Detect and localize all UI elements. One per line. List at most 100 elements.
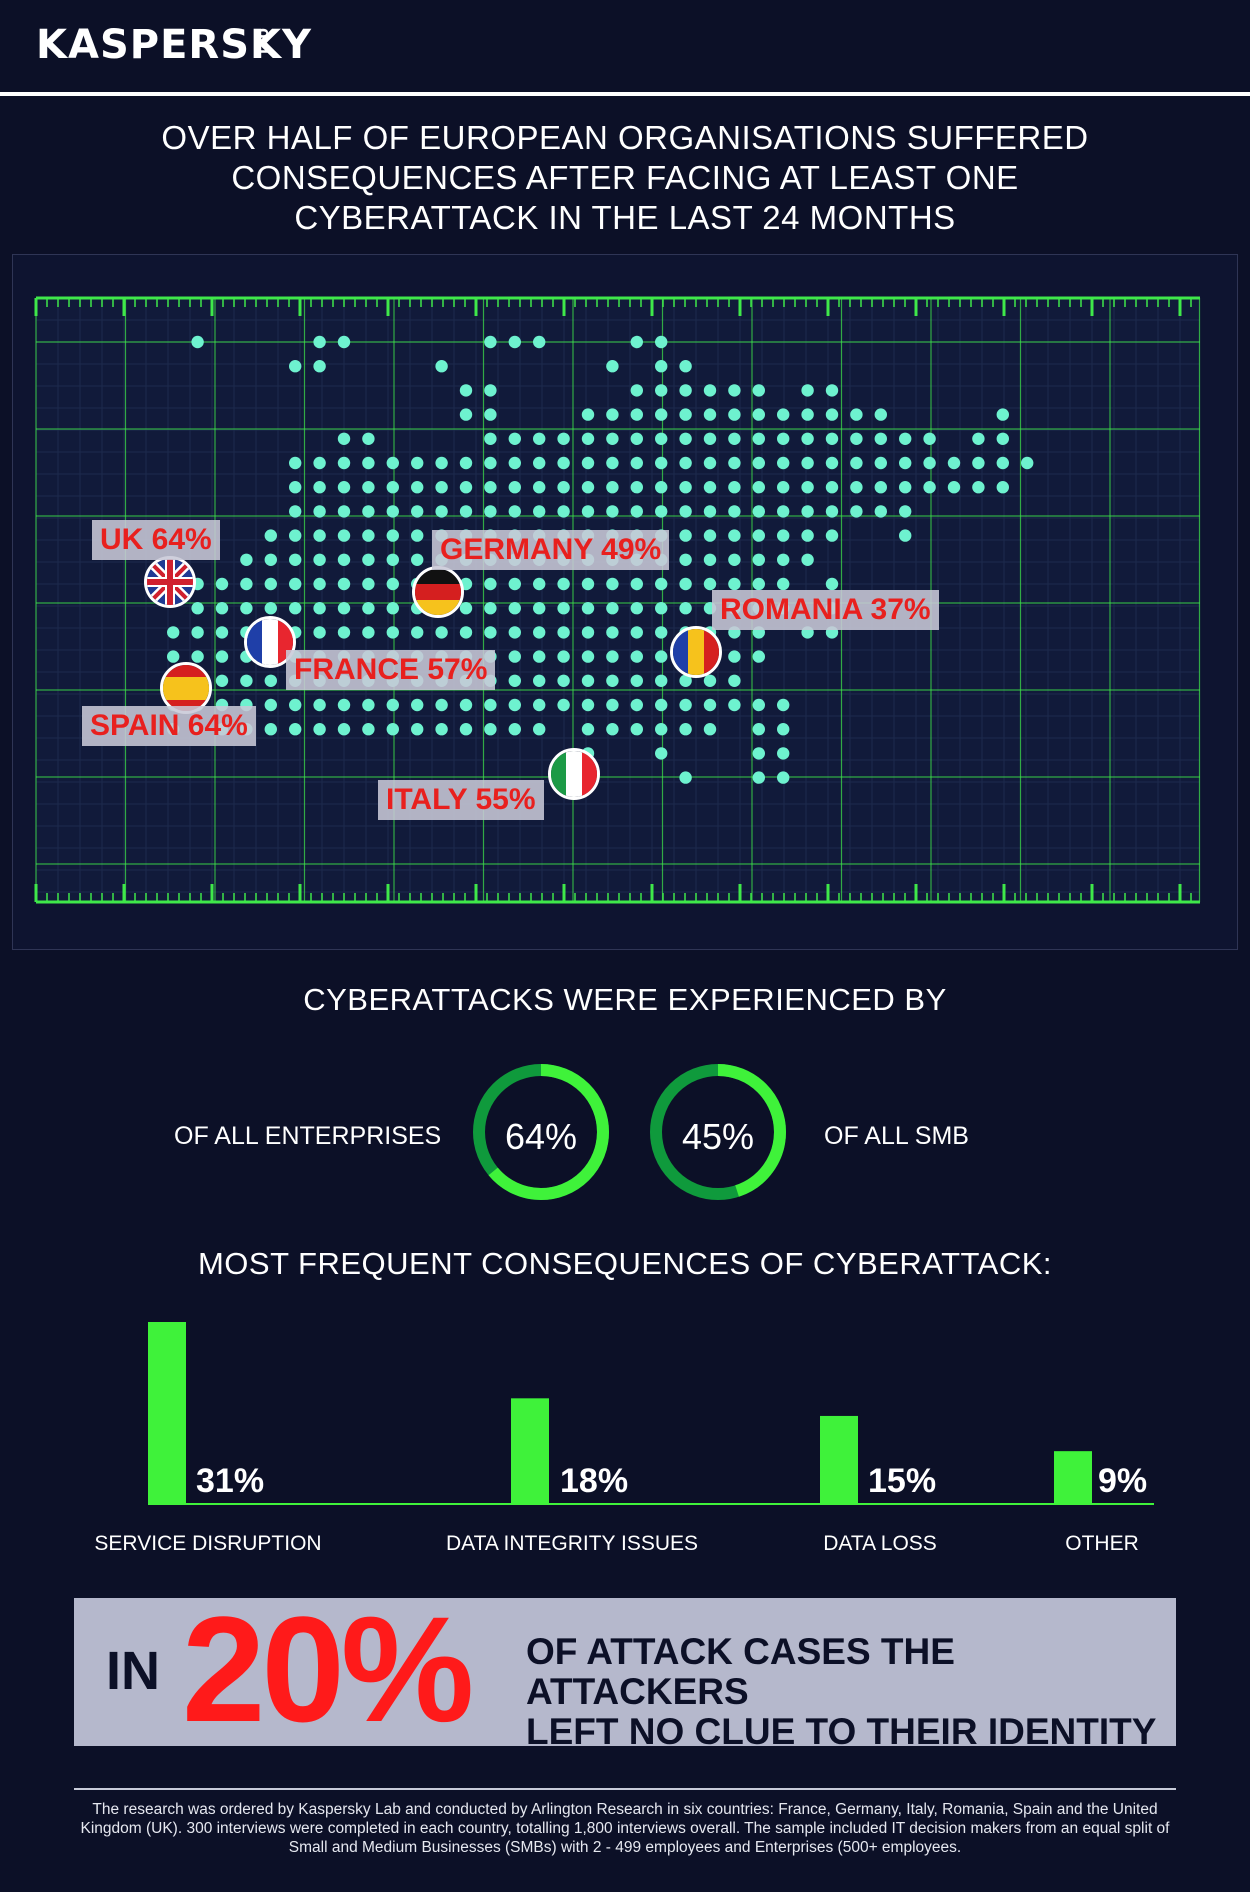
map-dot [679,723,692,736]
map-dot [777,432,790,445]
map-dot [533,456,546,470]
map-dot [337,723,351,736]
map-dot [679,456,692,470]
map-dot [362,577,375,591]
map-dot [947,481,961,494]
map-dot [264,698,277,712]
map-dot [337,698,351,712]
bar-label-other: OTHER [1065,1532,1139,1555]
map-dot [386,602,399,615]
map-dot [850,432,863,445]
map-dot [630,335,643,349]
map-dot [411,529,424,542]
map-dot [752,747,765,760]
research-footnote: The research was ordered by Kaspersky La… [80,1801,1170,1856]
map-dot [703,529,717,542]
map-dot [508,481,521,494]
map-dot [752,577,765,591]
uk-flag-icon [144,556,196,608]
map-dot [777,456,790,470]
map-dot [752,456,765,470]
map-dot [240,553,253,566]
map-dot [508,456,521,470]
map-dot [557,674,570,687]
map-dot [801,408,814,421]
map-dot [655,360,668,373]
map-dot [362,626,375,639]
map-dot [362,505,375,518]
map-dot [581,626,595,639]
map-dot [411,626,424,639]
map-dot [484,505,497,518]
map-dot [533,698,546,712]
map-dot [655,747,668,760]
spain-flag-icon [160,662,212,714]
map-dot [581,456,595,470]
map-dot [630,432,643,445]
page-title: OVER HALF OF EUROPEAN ORGANISATIONS SUFF… [100,118,1150,238]
map-dot [825,505,839,518]
map-dot [435,723,448,736]
map-dot [606,650,619,663]
map-dot [557,626,570,639]
bar-service-disruption [148,1322,186,1504]
map-dot [972,456,985,470]
map-dot [484,723,497,736]
map-dot [386,529,399,542]
map-dot [801,432,814,445]
identity-callout: IN 20% OF ATTACK CASES THE ATTACKERS LEF… [74,1594,1176,1752]
map-dot [728,577,741,591]
map-dot [313,456,326,470]
smb-donut [650,1064,786,1200]
enterprises-donut [473,1064,609,1200]
donut-progress-arc [473,1064,609,1200]
map-dot [630,674,643,687]
bar-label-data-loss: DATA LOSS [823,1532,937,1555]
map-dot [728,698,741,712]
map-dot [703,481,717,494]
map-dot [459,602,473,615]
map-dot [240,602,253,615]
map-dot [386,481,399,494]
map-dot [581,650,595,663]
map-dot [752,408,765,421]
map-dot [996,432,1009,445]
map-dot [630,384,643,397]
map-dot [557,456,570,470]
map-dot [679,432,692,445]
map-dot [728,674,741,687]
map-dot [630,723,643,736]
bar-value-service-disruption: 31% [196,1462,265,1500]
map-dot [655,723,668,736]
map-dot [972,432,985,445]
map-dot [703,505,717,518]
map-dot [264,553,277,566]
map-dot [630,698,643,712]
map-dot [191,626,204,639]
map-dot [289,698,302,712]
map-dot [996,456,1009,470]
europe-dot-map [34,296,1201,904]
map-dot [264,602,277,615]
map-dot [606,505,619,518]
map-dot [435,481,448,494]
map-dot [411,698,424,712]
map-dot [703,723,717,736]
consequences-bar-chart [148,1322,1154,1505]
map-dot [777,698,790,712]
map-dot [679,771,692,784]
map-dot [825,529,839,542]
bar-data-integrity [511,1398,549,1504]
map-dot [703,577,717,591]
map-dot [874,408,887,421]
map-dot [435,360,448,373]
map-dot [215,650,229,663]
map-dot [191,602,204,615]
map-dot [337,602,351,615]
map-dot [899,481,912,494]
map-dot [386,723,399,736]
headline-line-1: OVER HALF OF EUROPEAN ORGANISATIONS SUFF… [161,119,1089,156]
footer-divider [74,1788,1176,1790]
map-dot [337,505,351,518]
map-dot [679,505,692,518]
